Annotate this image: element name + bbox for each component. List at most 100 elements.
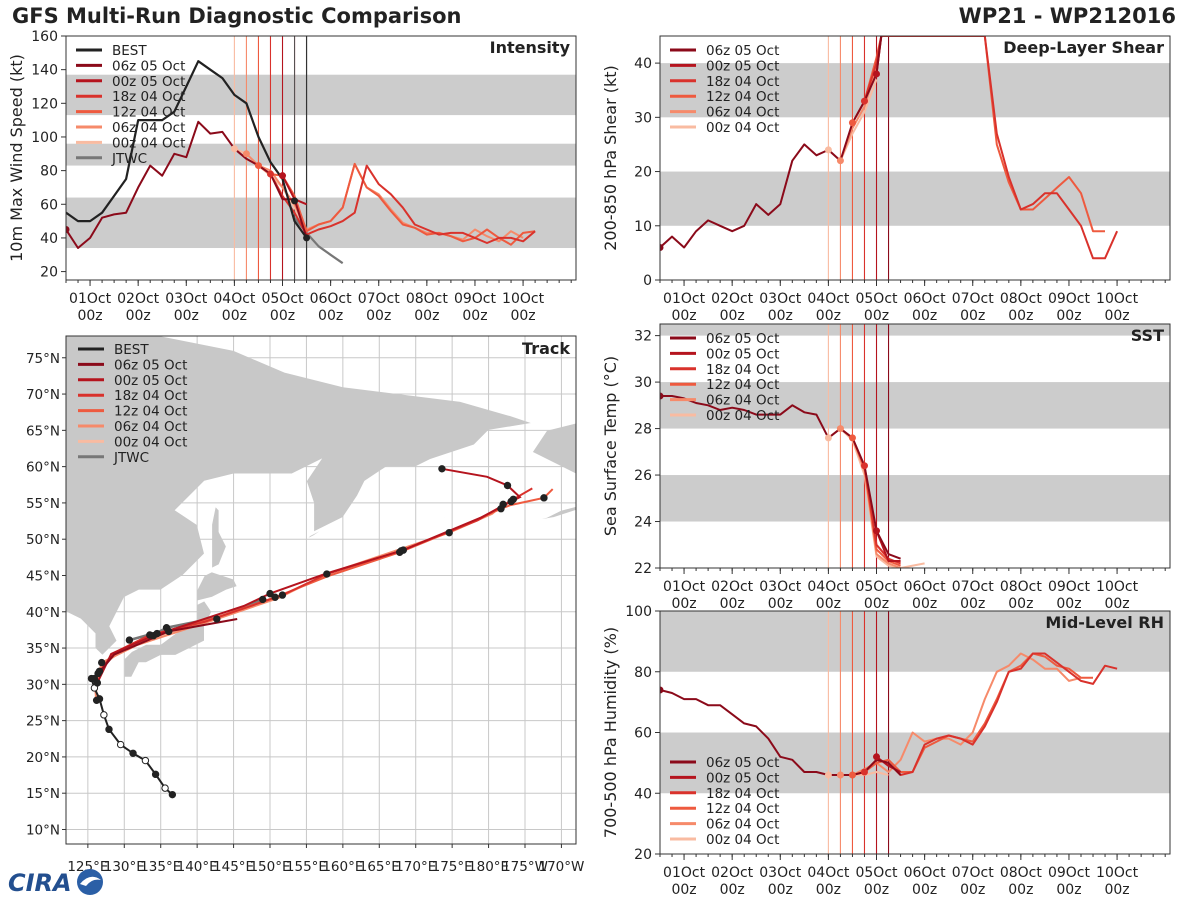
track-lat-label: 50°N	[26, 532, 60, 548]
intensity-series-06z-05-Oct	[66, 120, 308, 249]
intensity-init-marker	[266, 170, 274, 178]
track-position-marker	[213, 615, 221, 623]
intensity-best-marker	[291, 197, 299, 205]
shear-xtick-label: 03Oct	[759, 291, 802, 307]
rh-xtick-label: 10Oct	[1096, 865, 1139, 881]
sst-xtick-label-hour: 00z	[1008, 596, 1033, 612]
track-lat-label: 15°N	[26, 786, 60, 802]
rh-title: Mid-Level RH	[1045, 613, 1164, 632]
shear-init-marker	[848, 119, 856, 127]
track-legend-label: 00z 04 Oct	[114, 434, 187, 450]
sst-init-marker	[873, 527, 881, 535]
intensity-series-12z-04-Oct	[257, 162, 536, 246]
intensity-xtick-label: 04Oct	[213, 291, 256, 307]
sst-ytick-label: 22	[634, 561, 652, 577]
intensity-init-marker	[66, 226, 70, 234]
sst-xtick-label-hour: 00z	[816, 596, 841, 612]
intensity-ytick-label: 140	[31, 63, 58, 79]
shear-xtick-label-hour: 00z	[912, 308, 937, 324]
shear-legend-label: 06z 04 Oct	[706, 105, 779, 121]
intensity-xtick-label-hour: 00z	[510, 308, 535, 324]
sst-xtick-label-hour: 00z	[960, 596, 985, 612]
sst-frame	[659, 323, 1171, 569]
rh-ytick-label: 80	[634, 665, 652, 681]
rh-xtick-label-hour: 00z	[864, 882, 889, 898]
track-land-aleutian1	[532, 506, 576, 522]
sst-legend-label: 00z 05 Oct	[706, 346, 779, 362]
shear-xtick-label: 10Oct	[1096, 291, 1139, 307]
rh-legend-label: 00z 05 Oct	[706, 770, 779, 786]
shear-xtick-label: 08Oct	[1000, 291, 1043, 307]
track-position-marker	[259, 595, 267, 604]
sst-chart: 22242628303201Oct00z02Oct00z03Oct00z04Oc…	[601, 323, 1171, 612]
shear-ytick-label: 0	[643, 273, 652, 289]
rh-init-marker	[836, 771, 844, 779]
sst-xtick-label: 09Oct	[1048, 579, 1091, 595]
track-land-hokkaido	[196, 571, 238, 602]
rh-legend-label: 18z 04 Oct	[706, 786, 779, 802]
track-legend-label: 06z 05 Oct	[114, 357, 187, 373]
cira-logo-swirl	[80, 876, 101, 886]
intensity-ytick-label: 60	[40, 197, 58, 213]
sst-legend-label: 06z 05 Oct	[706, 331, 779, 347]
intensity-ylabel: 10m Max Wind Speed (kt)	[7, 54, 26, 262]
sst-ytick-label: 32	[634, 329, 652, 345]
track-position-marker	[105, 725, 113, 734]
intensity-xtick-label: 01Oct	[69, 291, 112, 307]
sst-ytick-label: 30	[634, 375, 652, 391]
intensity-init-marker	[242, 150, 250, 158]
rh-xtick-label: 01Oct	[663, 865, 706, 881]
intensity-ytick-label: 120	[31, 96, 58, 112]
track-position-marker	[438, 465, 446, 473]
track-position-marker	[141, 756, 150, 765]
track-legend-label: JTWC	[113, 450, 149, 466]
intensity-xtick-label-hour: 00z	[270, 308, 295, 324]
shear-xtick-label-hour: 00z	[960, 308, 985, 324]
sst-xtick-label: 10Oct	[1096, 579, 1139, 595]
track-land-japan	[123, 600, 213, 678]
rh-init-marker	[848, 771, 856, 779]
rh-xtick-label-hour: 00z	[816, 882, 841, 898]
track-legend-label: 06z 04 Oct	[114, 419, 187, 435]
track-position-marker	[168, 790, 177, 799]
rh-ylabel: 700-500 hPa Humidity (%)	[601, 627, 620, 838]
track-title: Track	[522, 339, 570, 358]
cira-logo-text: CIRA	[8, 869, 72, 897]
intensity-ytick-label: 100	[31, 130, 58, 146]
rh-xtick-label-hour: 00z	[1104, 882, 1129, 898]
shear-title: Deep-Layer Shear	[1003, 38, 1164, 57]
track-lon-label: 170°E	[395, 859, 436, 875]
sst-init-marker	[660, 392, 664, 400]
shear-xtick-label-hour: 00z	[768, 308, 793, 324]
track-position-marker	[116, 740, 125, 749]
sst-init-marker	[860, 462, 868, 470]
intensity-init-marker	[230, 145, 238, 153]
rh-xtick-label-hour: 00z	[1056, 882, 1081, 898]
track-position-marker	[503, 481, 512, 490]
intensity-series-BEST	[66, 60, 308, 239]
intensity-legend-label: 06z 04 Oct	[112, 120, 185, 136]
intensity-band	[66, 143, 576, 166]
sst-xtick-label: 02Oct	[711, 579, 754, 595]
track-position-marker	[153, 629, 161, 638]
sst-xtick-label: 06Oct	[904, 579, 947, 595]
shear-ylabel: 200-850 hPa Shear (kt)	[601, 65, 620, 251]
shear-xtick-label: 02Oct	[711, 291, 754, 307]
rh-legend-label: 06z 05 Oct	[706, 755, 779, 771]
sst-xtick-label-hour: 00z	[912, 596, 937, 612]
intensity-band	[66, 74, 576, 116]
rh-series-06z-05-Oct	[660, 689, 902, 776]
sst-xtick-label-hour: 00z	[1104, 596, 1129, 612]
sst-band	[660, 475, 1170, 522]
shear-legend-label: 00z 05 Oct	[706, 58, 779, 74]
track-lon-label: 175°E	[432, 859, 473, 875]
shear-legend-label: 18z 04 Oct	[706, 74, 779, 90]
rh-band	[660, 732, 1170, 794]
track-lon-label: 170°W	[538, 859, 584, 875]
track-lon-label: 135°E	[140, 859, 181, 875]
track-lon-label: 150°E	[249, 859, 290, 875]
track-lon-label: 175°W	[502, 859, 548, 875]
rh-xtick-label-hour: 00z	[912, 882, 937, 898]
track-position-marker	[161, 784, 169, 792]
